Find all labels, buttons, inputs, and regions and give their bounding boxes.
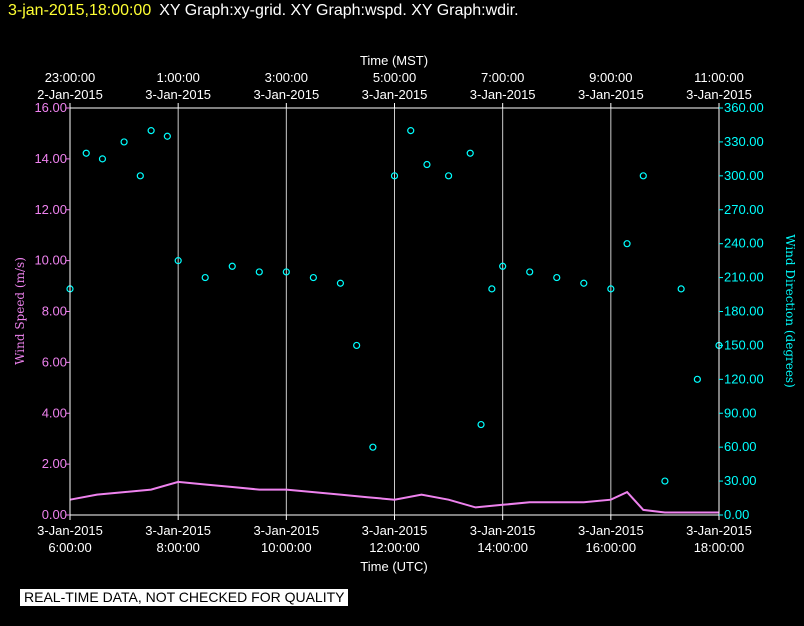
left-tick-label: 16.00 — [34, 100, 67, 115]
wind-direction-point — [282, 268, 290, 276]
wind-direction-point — [201, 273, 209, 282]
bottom-tick-time: 6:00:00 — [48, 540, 91, 555]
top-tick-date: 3-Jan-2015 — [253, 87, 319, 102]
top-tick-date: 3-Jan-2015 — [145, 87, 211, 102]
right-tick-label: 210.00 — [724, 270, 764, 285]
left-tick-label: 12.00 — [34, 202, 67, 217]
quality-disclaimer: REAL-TIME DATA, NOT CHECKED FOR QUALITY — [20, 589, 349, 606]
right-tick-label: 240.00 — [724, 236, 764, 251]
top-tick-time: 11:00:00 — [694, 70, 744, 85]
wind-direction-point — [390, 172, 399, 180]
top-tick-time: 5:00:00 — [373, 70, 416, 85]
left-tick-label: 6.00 — [42, 354, 67, 369]
left-axis-label: Wind Speed (m/s) — [13, 257, 27, 365]
wind-direction-point — [580, 279, 588, 287]
bottom-tick-time: 10:00:00 — [261, 540, 312, 555]
right-tick-label: 180.00 — [724, 304, 764, 319]
right-tick-label: 270.00 — [724, 202, 764, 217]
top-tick-date: 2-Jan-2015 — [37, 87, 103, 102]
bottom-tick-time: 18:00:00 — [694, 540, 745, 555]
wind-direction-point — [661, 477, 669, 485]
header-date: 3-jan-2015,18:00:00 — [8, 2, 152, 19]
left-tick-label: 8.00 — [42, 304, 67, 319]
wind-direction-point — [444, 172, 453, 180]
bottom-tick-date: 3-Jan-2015 — [578, 523, 644, 538]
right-tick-label: 0.00 — [724, 507, 749, 522]
top-axis-label: Time (MST) — [360, 53, 428, 68]
bottom-tick-date: 3-Jan-2015 — [253, 523, 319, 538]
left-tick-label: 2.00 — [42, 456, 67, 471]
bottom-tick-time: 16:00:00 — [586, 540, 637, 555]
header-graph-titles: XY Graph:xy-grid. XY Graph:wspd. XY Grap… — [159, 2, 519, 19]
wind-direction-point — [477, 420, 485, 429]
left-tick-label: 4.00 — [42, 405, 67, 420]
top-tick-time: 1:00:00 — [156, 70, 199, 85]
wind-direction-point — [309, 273, 317, 282]
wind-direction-point — [677, 285, 685, 293]
wind-direction-point — [136, 172, 144, 180]
left-tick-label: 0.00 — [42, 507, 67, 522]
right-tick-label: 120.00 — [724, 371, 764, 386]
wind-direction-point — [407, 127, 415, 135]
right-tick-label: 150.00 — [724, 337, 764, 352]
wind-direction-point — [120, 138, 128, 146]
wind-speed-line — [69, 480, 719, 514]
top-tick-time: 9:00:00 — [589, 70, 632, 85]
top-tick-date: 3-Jan-2015 — [470, 87, 536, 102]
bottom-tick-date: 3-Jan-2015 — [37, 523, 103, 538]
wind-direction-point — [147, 127, 155, 135]
wind-direction-point — [639, 172, 647, 180]
wind-direction-point — [499, 262, 507, 270]
bottom-tick-date: 3-Jan-2015 — [686, 523, 752, 538]
top-tick-date: 3-Jan-2015 — [362, 87, 428, 102]
bottom-axis-label: Time (UTC) — [360, 559, 427, 574]
bottom-tick-date: 3-Jan-2015 — [470, 523, 536, 538]
wind-direction-point — [553, 273, 561, 282]
right-tick-label: 330.00 — [724, 134, 764, 149]
wind-direction-point — [255, 268, 263, 276]
wind-direction-point — [174, 257, 182, 265]
top-tick-date: 3-Jan-2015 — [686, 87, 752, 102]
bottom-tick-time: 8:00:00 — [156, 540, 199, 555]
bottom-tick-time: 12:00:00 — [369, 540, 420, 555]
chart-header: 3-jan-2015,18:00:00 XY Graph:xy-grid. XY … — [8, 2, 519, 20]
wind-direction-point — [163, 132, 171, 140]
right-tick-label: 30.00 — [724, 473, 757, 488]
wind-direction-point — [526, 268, 534, 276]
right-axis-label: Wind Direction (degrees) — [783, 234, 797, 388]
wind-direction-point — [369, 443, 377, 451]
wind-direction-point — [336, 279, 345, 287]
wind-direction-point — [98, 155, 107, 163]
wind-direction-point — [423, 160, 431, 169]
wind-direction-point — [488, 285, 496, 293]
wind-direction-point — [82, 149, 90, 157]
top-tick-time: 3:00:00 — [265, 70, 308, 85]
bottom-tick-date: 3-Jan-2015 — [145, 523, 211, 538]
right-tick-label: 60.00 — [724, 439, 757, 454]
left-tick-label: 10.00 — [34, 253, 67, 268]
wind-direction-point — [466, 149, 474, 157]
left-tick-label: 14.00 — [34, 151, 67, 166]
bottom-tick-date: 3-Jan-2015 — [362, 523, 428, 538]
wind-direction-point — [693, 375, 701, 383]
wind-direction-point — [228, 262, 236, 270]
right-tick-label: 300.00 — [724, 168, 764, 183]
bottom-tick-time: 14:00:00 — [477, 540, 528, 555]
right-tick-label: 90.00 — [724, 405, 757, 420]
top-tick-date: 3-Jan-2015 — [578, 87, 644, 102]
right-tick-label: 360.00 — [724, 100, 764, 115]
wind-direction-point — [353, 341, 361, 350]
top-tick-time: 7:00:00 — [481, 70, 524, 85]
wind-direction-point — [623, 240, 631, 248]
top-tick-time: 23:00:00 — [45, 70, 96, 85]
wind-direction-point — [607, 285, 615, 293]
